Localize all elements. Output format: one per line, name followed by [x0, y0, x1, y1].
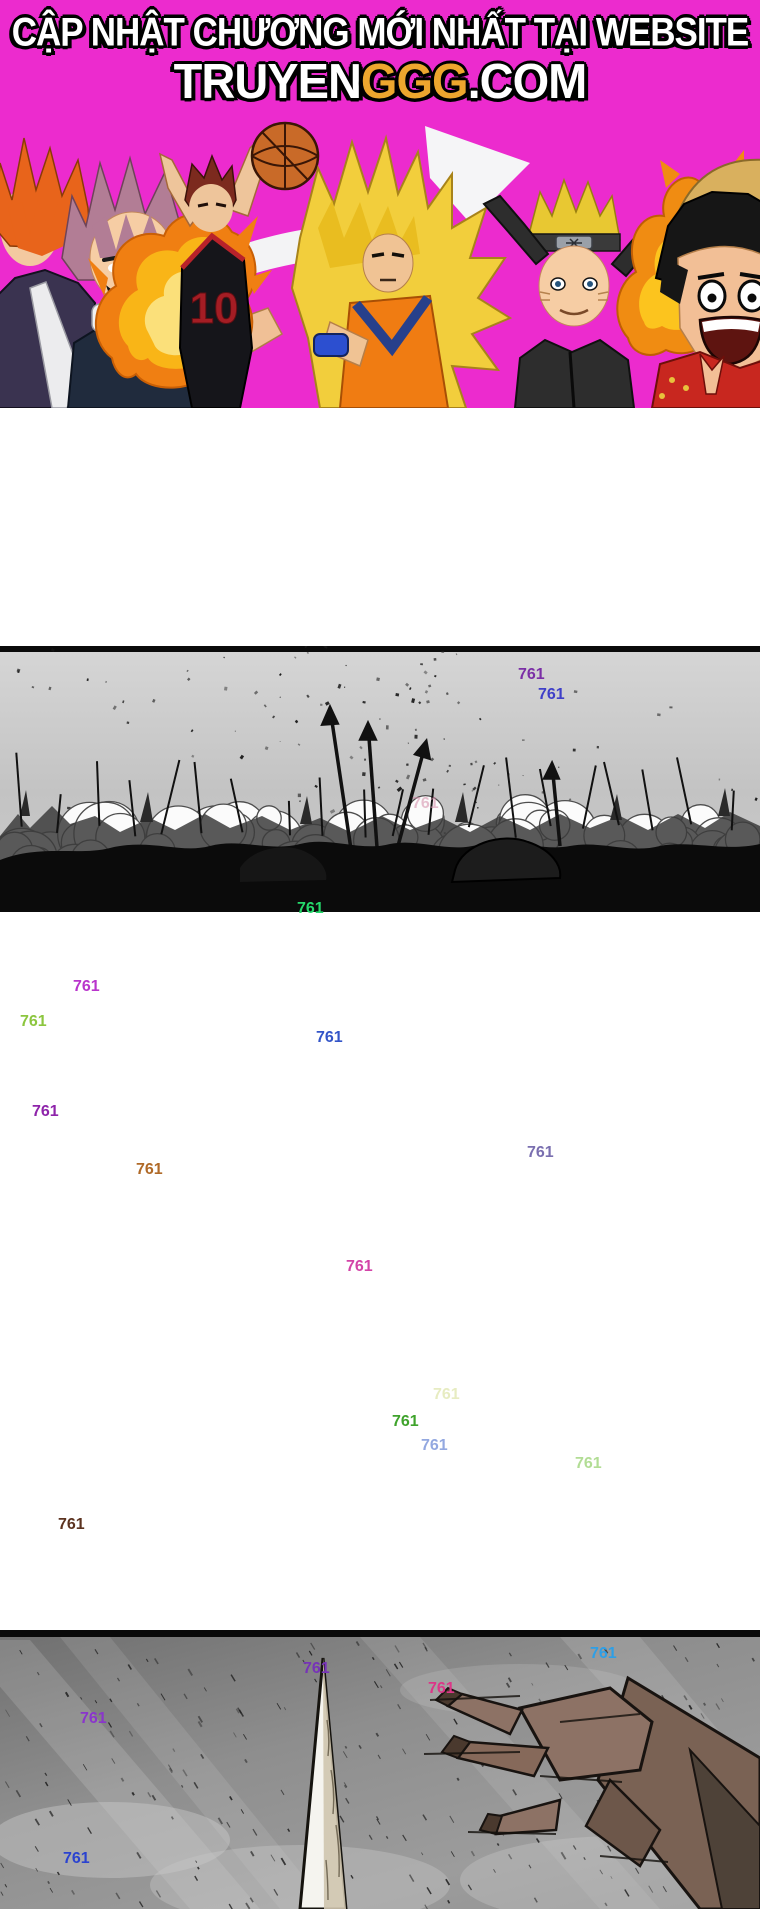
- watermark-761: 761: [73, 978, 100, 995]
- watermark-761: 761: [575, 1455, 602, 1472]
- watermark-761: 761: [421, 1437, 448, 1454]
- watermark-761: 761: [32, 1103, 59, 1120]
- banner-site-name: TRUYENGGG.COM: [0, 52, 760, 110]
- character-luffy: [650, 158, 760, 408]
- panel-top-border: [0, 1630, 760, 1637]
- watermark-761: 761: [58, 1516, 85, 1533]
- watermark-761: 761: [20, 1013, 47, 1030]
- character-goku: [290, 134, 513, 408]
- watermark-761: 761: [346, 1258, 373, 1275]
- banner-characters-art: 10: [0, 121, 760, 408]
- manga-panel-sword-claw: [0, 1630, 760, 1909]
- site-name-part1: TRUYEN: [173, 53, 362, 109]
- jersey-number: 10: [190, 284, 239, 333]
- character-kagami: 10: [158, 121, 320, 408]
- promo-banner[interactable]: CẬP NHẬT CHƯƠNG MỚI NHẤT TẠI WEBSITE TRU…: [0, 0, 760, 408]
- character-naruto: [482, 177, 652, 408]
- site-name-part2: GGG: [360, 53, 469, 109]
- monster-claw-hand: [423, 1675, 760, 1909]
- site-name-part3: .COM: [467, 53, 588, 109]
- watermark-761: 761: [316, 1029, 343, 1046]
- cloud-patches: [0, 1664, 760, 1909]
- watermark-761: 761: [433, 1386, 460, 1403]
- panel-top-border: [0, 646, 760, 652]
- watermark-761: 761: [527, 1144, 554, 1161]
- foreground-silhouette: [0, 837, 760, 912]
- watermark-761: 761: [136, 1161, 163, 1178]
- manga-panel-battlefield: [0, 646, 760, 912]
- spears: [15, 752, 735, 838]
- arrows: [320, 703, 562, 862]
- watermark-761: 761: [392, 1413, 419, 1430]
- banner-headline: CẬP NHẬT CHƯƠNG MỚI NHẤT TẠI WEBSITE: [11, 10, 750, 55]
- sword-blade: [298, 1657, 348, 1909]
